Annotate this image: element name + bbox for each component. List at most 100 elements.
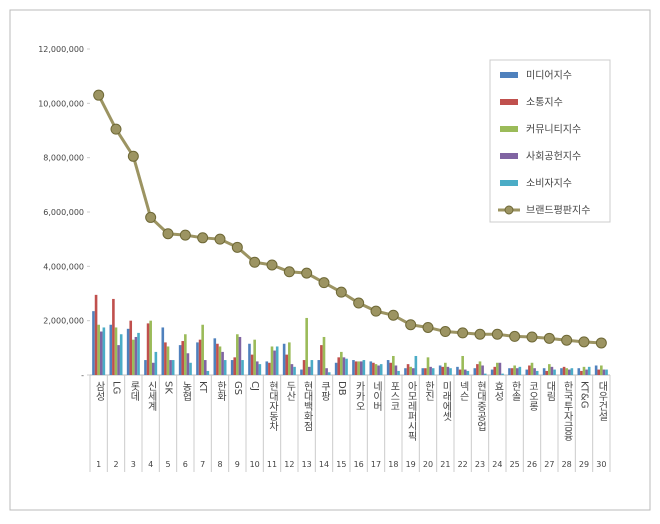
bar (317, 360, 321, 375)
x-tick-label: 삼성 (93, 381, 105, 401)
bar (241, 360, 244, 375)
bar (585, 369, 588, 375)
bar (345, 358, 348, 375)
bar (255, 361, 259, 375)
rank-label: 8 (217, 460, 222, 469)
line-marker (197, 232, 209, 244)
x-tick-label: 한진 (423, 381, 435, 401)
bar (476, 364, 479, 375)
bar (501, 373, 504, 375)
bar (444, 362, 447, 375)
line-marker (526, 331, 538, 343)
bar (587, 366, 591, 375)
rank-label: 29 (579, 460, 589, 469)
bar (565, 368, 568, 375)
x-tick-label: 두산 (284, 381, 296, 401)
bar (570, 368, 574, 375)
bar (186, 353, 190, 375)
line-marker (249, 256, 261, 268)
bar (236, 334, 239, 375)
legend-label: 소통지수 (526, 97, 563, 109)
x-tick-label: 대우건설 (596, 381, 608, 421)
bar (473, 368, 477, 375)
bar (525, 369, 529, 375)
bar (230, 360, 234, 375)
bar (372, 362, 375, 375)
bar (327, 372, 331, 375)
bar (548, 364, 551, 375)
bar (406, 364, 410, 375)
bar (461, 355, 464, 375)
bar (429, 366, 432, 375)
bar (92, 311, 95, 375)
rank-label: 5 (165, 460, 170, 469)
rank-label: 9 (235, 460, 240, 469)
bar (137, 332, 140, 375)
rank-label: 12 (284, 460, 294, 469)
bar (394, 365, 398, 375)
bar (456, 366, 459, 375)
x-tick-label: KT&G (579, 381, 590, 408)
bar (132, 339, 135, 375)
x-tick-label: 네이버 (371, 381, 383, 412)
bar (216, 343, 219, 375)
bar (597, 369, 601, 375)
x-tick-label: DB (336, 381, 347, 396)
x-tick-label: LG (111, 381, 122, 394)
bar (483, 373, 487, 375)
bar (97, 324, 100, 375)
bar (146, 323, 150, 375)
bar (553, 369, 556, 375)
bar (542, 368, 546, 375)
bar (337, 357, 341, 375)
rank-label: 10 (250, 460, 260, 469)
x-tick-label: 넥슨 (457, 381, 469, 401)
line-marker (474, 328, 486, 340)
bar (102, 327, 106, 375)
bar (562, 366, 566, 375)
rank-label: 27 (544, 460, 554, 469)
y-tick-label: - (81, 371, 84, 380)
bar (223, 360, 227, 375)
line-marker (318, 277, 330, 289)
bar (424, 368, 427, 375)
bar (528, 365, 531, 375)
line-marker (162, 228, 174, 240)
bar (201, 324, 204, 375)
bar (305, 317, 308, 375)
bar (99, 331, 103, 375)
bar (206, 370, 210, 375)
rank-label: 20 (423, 460, 433, 469)
rank-label: 7 (200, 460, 205, 469)
bar (109, 324, 113, 375)
bar (258, 364, 262, 375)
line-marker (509, 330, 521, 342)
y-tick-label: 10,000,000 (38, 99, 84, 108)
line-marker (543, 332, 555, 344)
legend-swatch (500, 72, 518, 78)
legend-marker (504, 205, 514, 215)
bar (151, 362, 155, 375)
bar (282, 343, 286, 375)
bar (218, 346, 222, 375)
bar (362, 360, 366, 375)
y-tick-label: 4,000,000 (43, 262, 84, 271)
bar (189, 362, 192, 375)
x-tick-label: 한화 (215, 381, 227, 402)
line-marker (561, 334, 573, 346)
bar (580, 370, 583, 375)
legend-box (489, 59, 611, 223)
bar (518, 366, 522, 375)
bar (248, 343, 251, 375)
line-marker (110, 123, 122, 135)
bar (605, 369, 608, 375)
bar (359, 361, 363, 375)
x-tick-label: CJ (249, 381, 260, 391)
bar (357, 361, 360, 375)
bar (119, 334, 123, 375)
bar (114, 327, 118, 375)
bar (354, 361, 358, 375)
bar (221, 351, 224, 375)
rank-label: 15 (336, 460, 346, 469)
x-tick-label: 대림 (544, 381, 556, 401)
